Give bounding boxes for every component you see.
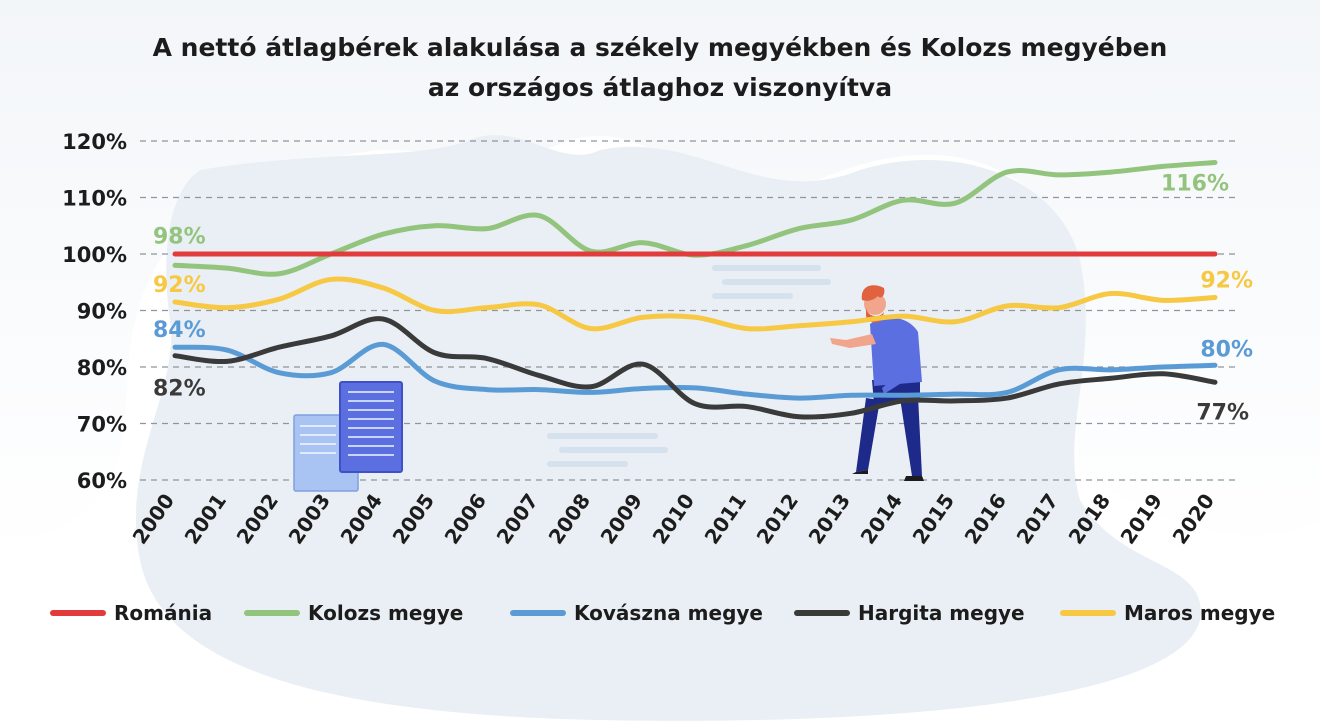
data-label: 116% xyxy=(1161,171,1229,196)
series-line-hargita-megye xyxy=(172,316,1218,420)
legend-label: Kovászna megye xyxy=(574,601,763,625)
chart-title: A nettó átlagbérek alakulása a székely m… xyxy=(0,28,1320,108)
data-label: 80% xyxy=(1200,337,1253,362)
legend-swatch xyxy=(244,610,300,616)
y-tick-label: 110% xyxy=(62,187,127,211)
legend-swatch xyxy=(510,610,566,616)
legend-label: Maros megye xyxy=(1124,601,1276,625)
data-label: 98% xyxy=(153,224,206,249)
chart-title-line1: A nettó átlagbérek alakulása a székely m… xyxy=(152,33,1168,62)
y-tick-label: 70% xyxy=(77,413,127,437)
y-tick-label: 90% xyxy=(77,300,127,324)
documents-illustration xyxy=(293,381,403,492)
legend-item-kolozs-megye: Kolozs megye xyxy=(244,596,463,630)
legend-item-kovaszna-megye: Kovászna megye xyxy=(510,596,763,630)
legend-item-hargita-megye: Hargita megye xyxy=(794,596,1025,630)
data-label: 77% xyxy=(1196,400,1249,425)
legend-label: Románia xyxy=(114,601,213,625)
legend-label: Hargita megye xyxy=(858,601,1025,625)
legend-item-romania: Románia xyxy=(50,596,212,630)
data-label: 82% xyxy=(153,377,206,402)
legend-swatch xyxy=(50,610,106,616)
y-tick-label: 100% xyxy=(62,243,127,267)
chart-legend: Románia Kolozs megye Kovászna megye Hargita… xyxy=(0,596,1320,630)
y-tick-label: 120% xyxy=(62,130,127,154)
legend-swatch xyxy=(794,610,850,616)
y-tick-label: 60% xyxy=(77,469,127,493)
legend-swatch xyxy=(1060,610,1116,616)
y-tick-label: 80% xyxy=(77,356,127,380)
data-label: 92% xyxy=(153,273,206,298)
background-blob xyxy=(0,0,1320,560)
legend-item-maros-megye: Maros megye xyxy=(1060,596,1275,630)
chart-title-line2: az országos átlaghoz viszonyítva xyxy=(427,73,893,102)
x-tick-label: 2019 xyxy=(1116,489,1168,548)
series-line-kovaszna-megye xyxy=(172,341,1218,401)
person-illustration xyxy=(830,285,924,481)
data-label: 84% xyxy=(153,318,206,343)
series-line-maros-megye xyxy=(172,276,1218,332)
legend-label: Kolozs megye xyxy=(308,601,464,625)
data-label: 92% xyxy=(1200,269,1253,294)
background-blob-2 xyxy=(135,135,1201,721)
